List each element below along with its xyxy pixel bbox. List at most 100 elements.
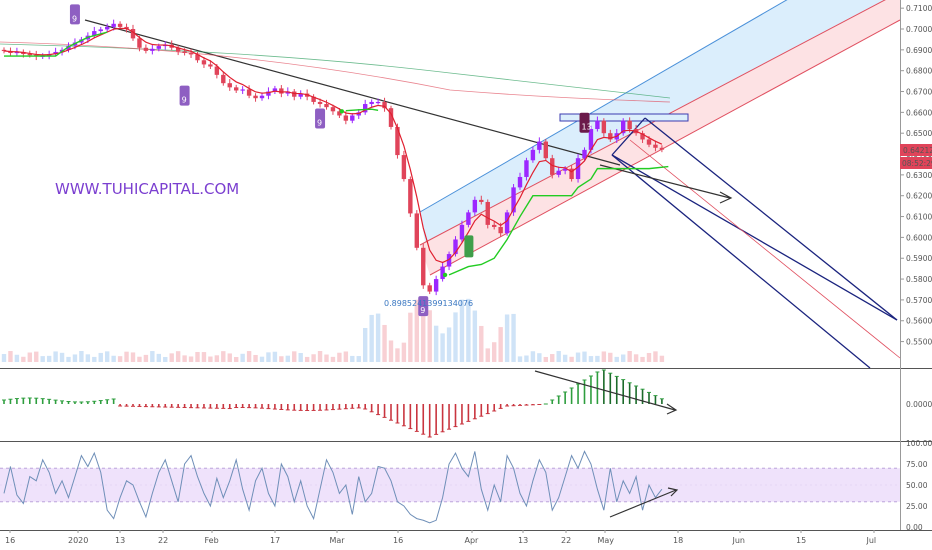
volume-bar xyxy=(408,312,413,362)
candle-body xyxy=(137,38,142,48)
countdown-label: 08:52:29 xyxy=(902,159,932,168)
trend-arrow xyxy=(599,164,733,204)
candle-body xyxy=(621,120,626,134)
volume-bar xyxy=(537,353,542,362)
volume-bar xyxy=(79,351,84,362)
watermark-text: WWW.TUHICAPITAL.COM xyxy=(55,180,239,198)
volume-bar xyxy=(105,351,110,362)
volume-bar xyxy=(414,299,419,362)
candle-body xyxy=(440,266,445,280)
candle-body xyxy=(646,139,652,145)
volume-bar xyxy=(556,351,561,362)
candle-body xyxy=(537,141,542,150)
volume-bar xyxy=(98,352,103,362)
volume-bar xyxy=(659,355,665,362)
candle-body xyxy=(117,23,123,27)
volume-bar xyxy=(188,356,194,362)
volume-bar xyxy=(279,356,284,362)
volume-bar xyxy=(466,298,471,362)
volume-bar xyxy=(117,356,123,362)
stoch-tick-label: 0.00 xyxy=(906,523,923,532)
candle-body xyxy=(517,176,523,188)
projection-mid-line xyxy=(629,139,901,359)
volume-bar xyxy=(317,351,323,362)
volume-bar xyxy=(266,352,271,362)
down-trendline xyxy=(84,19,621,166)
volume-bar xyxy=(601,351,607,362)
volume-bar xyxy=(40,356,45,362)
volume-bar xyxy=(595,355,600,362)
candle-body xyxy=(595,120,600,130)
momentum-arrow xyxy=(534,370,678,415)
candle-body xyxy=(130,29,136,39)
candle-body xyxy=(221,74,226,84)
time-tick-label: Feb xyxy=(205,536,219,545)
candle-body xyxy=(253,95,258,99)
supertrend-line xyxy=(448,165,669,276)
volume-bar xyxy=(550,354,555,362)
supertrend-line xyxy=(345,108,379,112)
time-tick-label: 22 xyxy=(158,536,168,545)
volume-bar xyxy=(421,298,426,362)
volume-bar xyxy=(156,353,161,362)
candle-body xyxy=(446,254,452,267)
candle-body xyxy=(453,239,458,255)
volume-bar xyxy=(543,356,548,362)
candle-body xyxy=(298,93,303,97)
volume-bar xyxy=(311,354,316,362)
candle-body xyxy=(414,213,419,248)
signal-count: 9 xyxy=(420,306,425,315)
countdown-badge xyxy=(900,157,932,169)
volume-bar xyxy=(253,354,258,362)
supertrend-dot xyxy=(339,109,345,114)
candle-body xyxy=(182,51,187,53)
volume-bar xyxy=(59,352,65,362)
last-price-badge xyxy=(900,144,932,156)
resistance-zone xyxy=(559,113,689,122)
time-tick-label: 13 xyxy=(518,536,528,545)
candle-body xyxy=(472,199,478,213)
volume-bar xyxy=(382,324,387,362)
candle-body xyxy=(98,29,103,32)
volume-bar xyxy=(453,312,458,362)
volume-bar xyxy=(214,355,220,362)
candle-body xyxy=(556,170,561,175)
candle-body xyxy=(227,83,232,88)
candle-body xyxy=(569,168,574,180)
candle-body xyxy=(143,47,149,51)
volume-bar xyxy=(285,355,290,362)
channel-top-line xyxy=(419,0,788,213)
time-tick-label: Mar xyxy=(330,536,346,545)
signal-markers: 9 9 9 9 13 xyxy=(69,4,592,317)
candle-body xyxy=(240,89,245,91)
volume-bar xyxy=(524,355,529,362)
volume-bar xyxy=(356,356,361,362)
price-tick-label: 0.55000 xyxy=(906,338,932,347)
candle-body xyxy=(124,26,129,30)
candle-body xyxy=(627,120,632,130)
candle-body xyxy=(208,64,213,67)
supertrend-line xyxy=(4,31,108,57)
signal-count: 9 xyxy=(72,14,77,23)
candle-body xyxy=(511,187,516,213)
candle-body xyxy=(582,149,587,159)
candle-body xyxy=(388,108,394,127)
signal-marker xyxy=(69,4,80,25)
candle-body xyxy=(337,111,342,116)
candle-body xyxy=(562,168,568,171)
signal-marker xyxy=(579,112,590,133)
volume-bar xyxy=(221,351,226,362)
volume-bar xyxy=(485,348,490,362)
volume-bar xyxy=(182,355,187,362)
overlays xyxy=(3,27,669,278)
volume-bar xyxy=(259,356,265,362)
candle-body xyxy=(369,101,374,105)
time-tick-label: 22 xyxy=(561,536,571,545)
volume-bar xyxy=(472,310,478,362)
